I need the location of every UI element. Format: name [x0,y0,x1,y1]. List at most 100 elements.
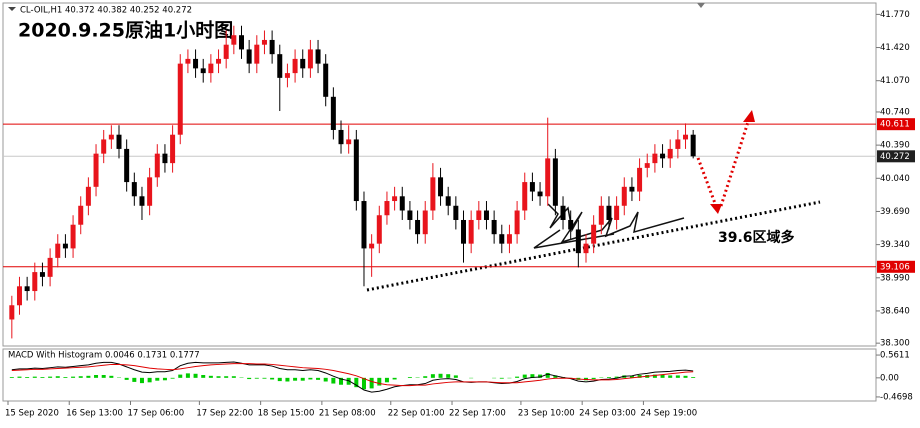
annotation: 39.6区域多 [718,229,795,246]
candle-body [369,243,375,249]
arrow-head [743,110,755,122]
candle-body [39,272,45,277]
histogram-bar [384,377,389,383]
histogram-bar [354,377,359,388]
scroll-marker [697,3,705,8]
histogram-bar [162,377,167,381]
level-label: 40.272 [880,152,910,162]
histogram-bar [515,376,520,378]
candle-body [675,139,681,149]
candle-body [629,186,635,192]
price-panel [2,2,877,347]
candle-body [476,210,482,220]
histogram-bar [155,377,160,381]
histogram-bar [691,377,696,378]
histogram-bar [216,376,221,378]
candle-body [177,63,183,135]
x-tick-label: 15 Sep 2020 [5,409,59,419]
histogram-bar [25,377,30,378]
candle-body [491,219,497,235]
histogram-bar [392,377,397,380]
candle-body [62,243,68,249]
candle-body [9,305,15,320]
y-tick-label: 41.070 [880,76,910,86]
candle-body [162,153,168,164]
histogram-bar [606,377,611,378]
candle-body [453,205,459,220]
histogram-bar [9,377,14,378]
histogram-bar [675,375,680,378]
macd-panel [2,348,877,402]
candle-body [407,210,413,220]
histogram-bar [361,377,366,390]
histogram-bar [185,373,190,378]
histogram-bar [423,376,428,378]
candle-body [47,257,53,277]
histogram-bar [193,373,198,378]
histogram-bar [170,377,175,379]
candle-body [101,139,107,154]
histogram-bar [63,377,68,378]
histogram-bar [109,375,114,378]
histogram-bar [438,373,443,378]
candle-body [415,219,421,235]
histogram-bar [637,375,642,378]
histogram-bar [71,376,76,378]
histogram-bar [270,377,275,380]
candle-body [261,39,267,45]
histogram-bar [308,377,313,380]
candle-body [667,148,673,159]
candle-body [131,182,137,197]
y-tick-label: 38.300 [880,339,910,349]
y-tick-label: -0.4698 [880,392,913,402]
histogram-bar [139,377,144,384]
candle-body [55,243,61,258]
candle-body [583,243,589,254]
x-tick-label: 18 Sep 15:00 [258,409,315,419]
histogram-bar [78,376,83,378]
candle-body [461,219,467,244]
candle-body [216,58,222,64]
histogram-bar [453,375,458,378]
histogram-bar [553,375,558,378]
macd-title: MACD With Histogram 0.0046 0.1731 0.1777 [8,351,200,361]
level-label: 39.106 [880,262,910,272]
arrow-down [696,157,718,207]
candle-body [338,129,344,145]
histogram-bar [147,377,152,383]
candle-body [315,49,321,64]
histogram-bar [446,374,451,378]
x-tick-label: 17 Sep 22:00 [196,409,253,419]
candle-body [384,201,390,216]
histogram-bar [652,374,657,378]
histogram-bar [201,375,206,378]
y-tick-label: 40.390 [880,141,910,151]
histogram-bar [247,377,252,380]
histogram-bar [86,375,91,378]
arrow-head [710,204,722,214]
candle-body [376,215,382,244]
histogram-bar [323,377,328,382]
level-label-box [877,150,915,163]
candle-body [238,35,244,50]
histogram-bar [683,375,688,378]
candle-body [85,186,91,206]
y-tick-label: 41.420 [880,43,910,53]
histogram-bar [262,377,267,379]
candle-body [269,39,275,55]
histogram-bar [277,377,282,382]
y-tick-label: 40.040 [880,174,910,184]
candle-body [560,205,566,220]
candle-body [254,44,260,64]
x-tick-label: 17 Sep 06:00 [127,409,184,419]
candle-body [552,158,558,206]
candle-body [16,286,22,306]
histogram-bar [660,375,665,378]
candle-body [300,58,306,69]
candle-body [108,134,114,140]
candle-body [307,49,313,69]
x-tick-label: 21 Sep 08:00 [319,409,376,419]
histogram-bar [32,376,37,378]
histogram-bar [522,374,527,378]
